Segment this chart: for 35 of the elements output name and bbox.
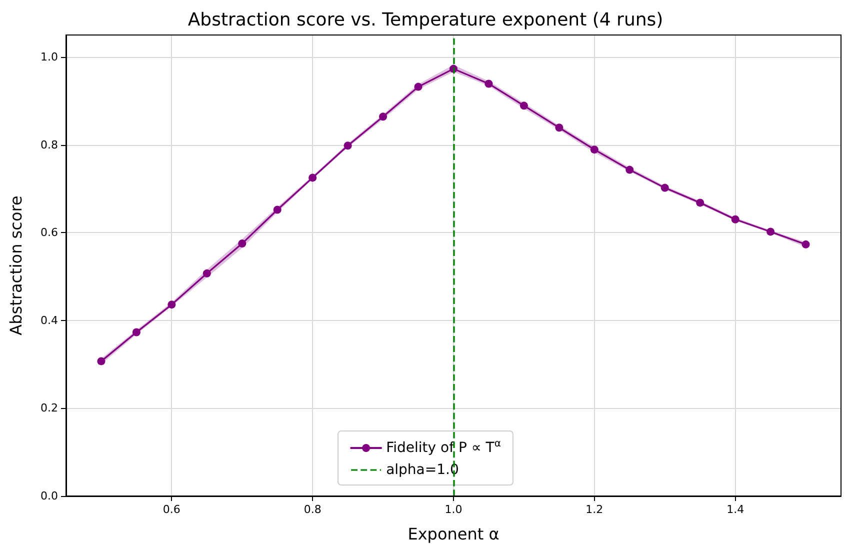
point (168, 300, 176, 309)
point (344, 142, 352, 150)
ref-line-label: alpha=1.0 (386, 462, 459, 478)
point (520, 102, 528, 110)
y-tick-label: 1.0 (40, 50, 58, 64)
chart-title: Abstraction score vs. Temperature exponent (4 runs) (188, 10, 664, 30)
point (484, 80, 493, 88)
point (731, 215, 740, 224)
point (626, 166, 634, 174)
point (132, 328, 140, 336)
x-tick-label: 1.4 (726, 503, 744, 516)
x-tick-label: 0.8 (304, 503, 322, 516)
y-tick-label: 0.4 (40, 314, 58, 327)
point (660, 184, 669, 192)
y-tick-label: 0.6 (40, 226, 58, 240)
y-axis-title: Abstraction score (6, 196, 26, 336)
point (273, 206, 282, 214)
point (414, 82, 422, 91)
x-tick-label: 1.2 (586, 503, 604, 516)
point (590, 146, 598, 154)
point (802, 240, 810, 248)
y-tick-label: 0.8 (40, 138, 58, 152)
y-tick-label: 0.2 (40, 402, 58, 415)
point (238, 240, 246, 248)
x-axis-title: Exponent α (408, 524, 500, 544)
point (555, 124, 564, 132)
point (308, 174, 317, 182)
point (202, 269, 211, 278)
point (696, 198, 704, 207)
point (766, 228, 775, 236)
point (379, 112, 388, 121)
point (97, 357, 106, 366)
x-tick-label: 0.6 (162, 503, 180, 516)
y-tick-label: 0.0 (40, 490, 58, 502)
x-tick-label: 1.0 (444, 503, 462, 516)
